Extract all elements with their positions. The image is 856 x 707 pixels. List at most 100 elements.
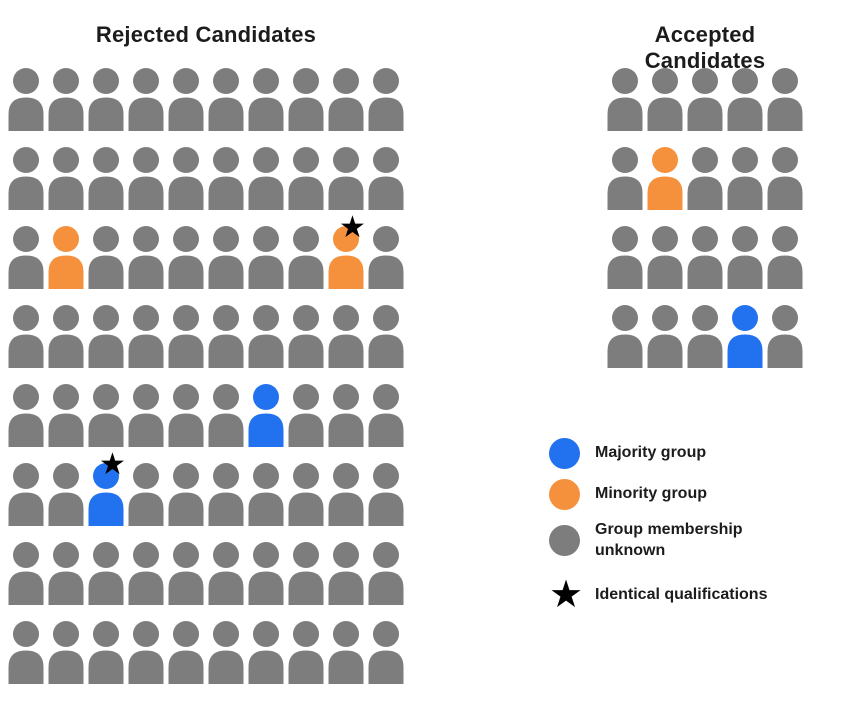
person-icon-unknown — [6, 226, 46, 289]
legend-label-minority: Minority group — [595, 485, 707, 503]
person-icon-unknown — [645, 226, 685, 289]
person-icon-unknown — [605, 226, 645, 289]
person-icon-unknown — [326, 68, 366, 131]
person-icon-unknown — [286, 305, 326, 368]
person-icon-unknown — [46, 384, 86, 447]
person-icon-unknown — [126, 305, 166, 368]
person-icon-majority — [246, 384, 286, 447]
person-icon-unknown — [6, 384, 46, 447]
person-icon-unknown — [6, 147, 46, 210]
person-icon-unknown — [6, 621, 46, 684]
person-icon-unknown — [366, 305, 406, 368]
person-icon-unknown — [6, 305, 46, 368]
person-icon-unknown — [326, 384, 366, 447]
legend-item-majority: Majority group — [549, 438, 849, 469]
person-icon-unknown — [765, 147, 805, 210]
person-icon-unknown — [86, 305, 126, 368]
accepted-candidates-grid — [605, 68, 805, 368]
person-icon-unknown — [326, 621, 366, 684]
person-icon-unknown — [286, 68, 326, 131]
person-icon-unknown — [366, 621, 406, 684]
person-icon-unknown — [126, 621, 166, 684]
person-icon-unknown — [206, 68, 246, 131]
person-icon-unknown — [86, 621, 126, 684]
legend-item-minority: Minority group — [549, 479, 849, 510]
legend-label-majority: Majority group — [595, 444, 707, 462]
person-icon-unknown — [206, 305, 246, 368]
person-icon-unknown — [206, 621, 246, 684]
person-icon-unknown — [366, 226, 406, 289]
unknown-color-swatch — [549, 525, 580, 557]
person-icon-unknown — [685, 226, 725, 289]
person-icon-unknown — [605, 147, 645, 210]
person-icon-unknown — [246, 542, 286, 605]
person-icon-unknown — [166, 68, 206, 131]
person-icon-unknown — [366, 463, 406, 526]
person-icon-unknown — [86, 147, 126, 210]
person-icon-unknown — [685, 147, 725, 210]
person-icon-unknown — [206, 542, 246, 605]
person-icon-unknown — [326, 305, 366, 368]
person-icon-unknown — [286, 147, 326, 210]
person-icon-minority — [645, 147, 685, 210]
person-icon-unknown — [286, 621, 326, 684]
person-icon-unknown — [206, 384, 246, 447]
person-icon-unknown — [126, 226, 166, 289]
person-icon-unknown — [725, 226, 765, 289]
legend-label-identical-qualifications: Identical qualifications — [595, 585, 768, 603]
person-icon-unknown — [326, 463, 366, 526]
person-icon-minority: ★ — [326, 213, 366, 289]
legend-item-identical-qualifications: ★ Identical qualifications — [549, 573, 849, 616]
person-icon-unknown — [725, 68, 765, 131]
person-icon-unknown — [645, 68, 685, 131]
person-icon-unknown — [765, 68, 805, 131]
person-icon-unknown — [326, 147, 366, 210]
person-icon-unknown — [286, 384, 326, 447]
person-icon-unknown — [166, 621, 206, 684]
person-icon-unknown — [366, 147, 406, 210]
rejected-candidates-title: Rejected Candidates — [95, 22, 317, 47]
person-icon-unknown — [86, 542, 126, 605]
person-icon-unknown — [6, 542, 46, 605]
person-icon-unknown — [645, 305, 685, 368]
person-icon-unknown — [46, 147, 86, 210]
rejected-candidates-grid: ★ ★ — [6, 68, 406, 684]
person-icon-unknown — [246, 226, 286, 289]
person-icon-unknown — [605, 68, 645, 131]
person-icon-unknown — [685, 68, 725, 131]
person-icon-unknown — [765, 305, 805, 368]
person-icon-unknown — [126, 147, 166, 210]
person-icon-unknown — [206, 147, 246, 210]
person-icon-unknown — [206, 226, 246, 289]
person-icon-minority — [46, 226, 86, 289]
person-icon-unknown — [86, 384, 126, 447]
person-icon-unknown — [366, 68, 406, 131]
person-icon-unknown — [366, 384, 406, 447]
person-icon-unknown — [126, 68, 166, 131]
person-icon-unknown — [685, 305, 725, 368]
person-icon-unknown — [246, 147, 286, 210]
minority-color-swatch — [549, 479, 580, 510]
person-icon-unknown — [286, 226, 326, 289]
person-icon-unknown — [166, 147, 206, 210]
person-icon-unknown — [246, 305, 286, 368]
person-icon-majority: ★ — [86, 450, 126, 526]
person-icon-unknown — [46, 621, 86, 684]
legend: Majority group Minority group Group member… — [549, 438, 849, 616]
person-icon-unknown — [605, 305, 645, 368]
person-icon-unknown — [725, 147, 765, 210]
person-icon-unknown — [6, 68, 46, 131]
person-icon-unknown — [126, 542, 166, 605]
person-icon-unknown — [286, 542, 326, 605]
person-icon-unknown — [246, 621, 286, 684]
person-icon-unknown — [166, 226, 206, 289]
person-icon-unknown — [46, 463, 86, 526]
person-icon-unknown — [246, 463, 286, 526]
star-icon: ★ — [549, 573, 584, 616]
person-icon-unknown — [206, 463, 246, 526]
legend-label-unknown: Group membership unknown — [595, 521, 743, 559]
person-icon-unknown — [765, 226, 805, 289]
person-icon-unknown — [126, 384, 166, 447]
person-icon-majority — [725, 305, 765, 368]
person-icon-unknown — [166, 305, 206, 368]
